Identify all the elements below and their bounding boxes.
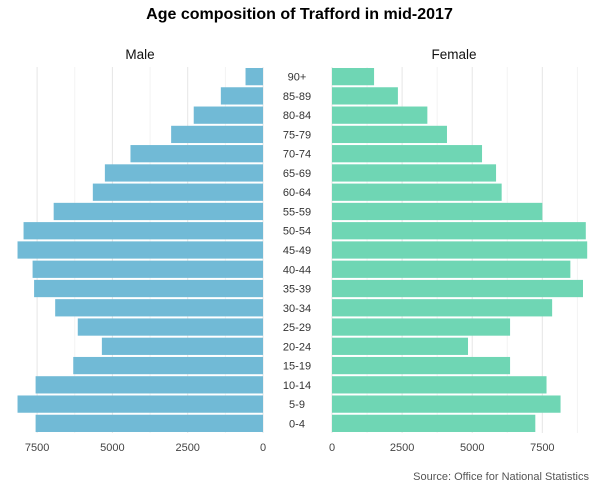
- female-bar-65-69: [332, 164, 497, 182]
- age-label: 20-24: [283, 341, 311, 353]
- age-label: 75-79: [283, 129, 311, 141]
- female-bar-80-84: [332, 106, 428, 124]
- male-bar-80-84: [193, 106, 263, 124]
- age-label: 85-89: [283, 91, 311, 103]
- male-bar-65-69: [104, 164, 263, 182]
- female-bar-45-49: [332, 241, 588, 259]
- female-bar-55-59: [332, 202, 543, 221]
- female-bar-30-34: [332, 299, 553, 317]
- male-bar-85-89: [220, 87, 263, 105]
- age-label: 30-34: [283, 303, 311, 315]
- age-label: 40-44: [283, 264, 311, 276]
- male-bar-45-49: [17, 241, 264, 259]
- male-bar-10-14: [35, 376, 263, 394]
- age-label: 10-14: [283, 380, 311, 392]
- age-label: 15-19: [283, 361, 311, 373]
- female-x-tick-label: 2500: [390, 442, 414, 454]
- male-bar-75-79: [171, 125, 263, 144]
- age-label: 60-64: [283, 187, 311, 199]
- age-label: 55-59: [283, 206, 311, 218]
- male-bar-55-59: [53, 202, 263, 221]
- male-bar-20-24: [101, 337, 263, 355]
- male-bar-90+: [245, 68, 263, 86]
- male-bar-70-74: [130, 145, 263, 163]
- male-bar-30-34: [55, 299, 263, 317]
- male-x-tick-label: 0: [260, 442, 266, 454]
- female-bar-10-14: [332, 376, 547, 394]
- female-panel-title: Female: [431, 47, 476, 62]
- male-bar-50-54: [23, 222, 263, 240]
- male-panel-title: Male: [125, 47, 154, 62]
- female-bar-50-54: [332, 222, 586, 240]
- female-bar-25-29: [332, 318, 511, 336]
- age-label: 70-74: [283, 149, 311, 161]
- age-label: 65-69: [283, 168, 311, 180]
- male-x-tick-label: 5000: [100, 442, 124, 454]
- age-label: 50-54: [283, 226, 311, 238]
- female-bar-75-79: [332, 125, 447, 144]
- female-bar-0-4: [332, 414, 536, 432]
- male-x-tick-label: 7500: [25, 442, 49, 454]
- female-bar-35-39: [332, 279, 583, 298]
- female-x-tick-label: 7500: [530, 442, 554, 454]
- age-label: 80-84: [283, 110, 311, 122]
- age-label: 35-39: [283, 284, 311, 296]
- age-label: 90+: [288, 72, 307, 84]
- age-label: 0-4: [289, 418, 305, 430]
- female-bar-15-19: [332, 356, 511, 375]
- chart-title: Age composition of Trafford in mid-2017: [146, 6, 453, 23]
- source-note: Source: Office for National Statistics: [413, 471, 589, 483]
- female-bar-5-9: [332, 395, 561, 413]
- male-bar-0-4: [35, 414, 263, 432]
- male-bar-35-39: [34, 279, 263, 298]
- female-x-tick-label: 0: [329, 442, 335, 454]
- female-bar-60-64: [332, 183, 502, 201]
- male-bar-15-19: [73, 356, 263, 375]
- age-label: 5-9: [289, 399, 305, 411]
- female-bar-90+: [332, 68, 375, 86]
- male-bar-40-44: [32, 260, 263, 278]
- male-bar-60-64: [92, 183, 263, 201]
- female-bar-85-89: [332, 87, 398, 105]
- age-label: 25-29: [283, 322, 311, 334]
- age-label: 45-49: [283, 245, 311, 257]
- male-x-tick-label: 2500: [175, 442, 199, 454]
- female-x-tick-label: 5000: [460, 442, 484, 454]
- male-bar-25-29: [77, 318, 264, 336]
- female-bar-70-74: [332, 145, 483, 163]
- female-bar-20-24: [332, 337, 469, 355]
- female-bar-40-44: [332, 260, 571, 278]
- male-bar-5-9: [17, 395, 264, 413]
